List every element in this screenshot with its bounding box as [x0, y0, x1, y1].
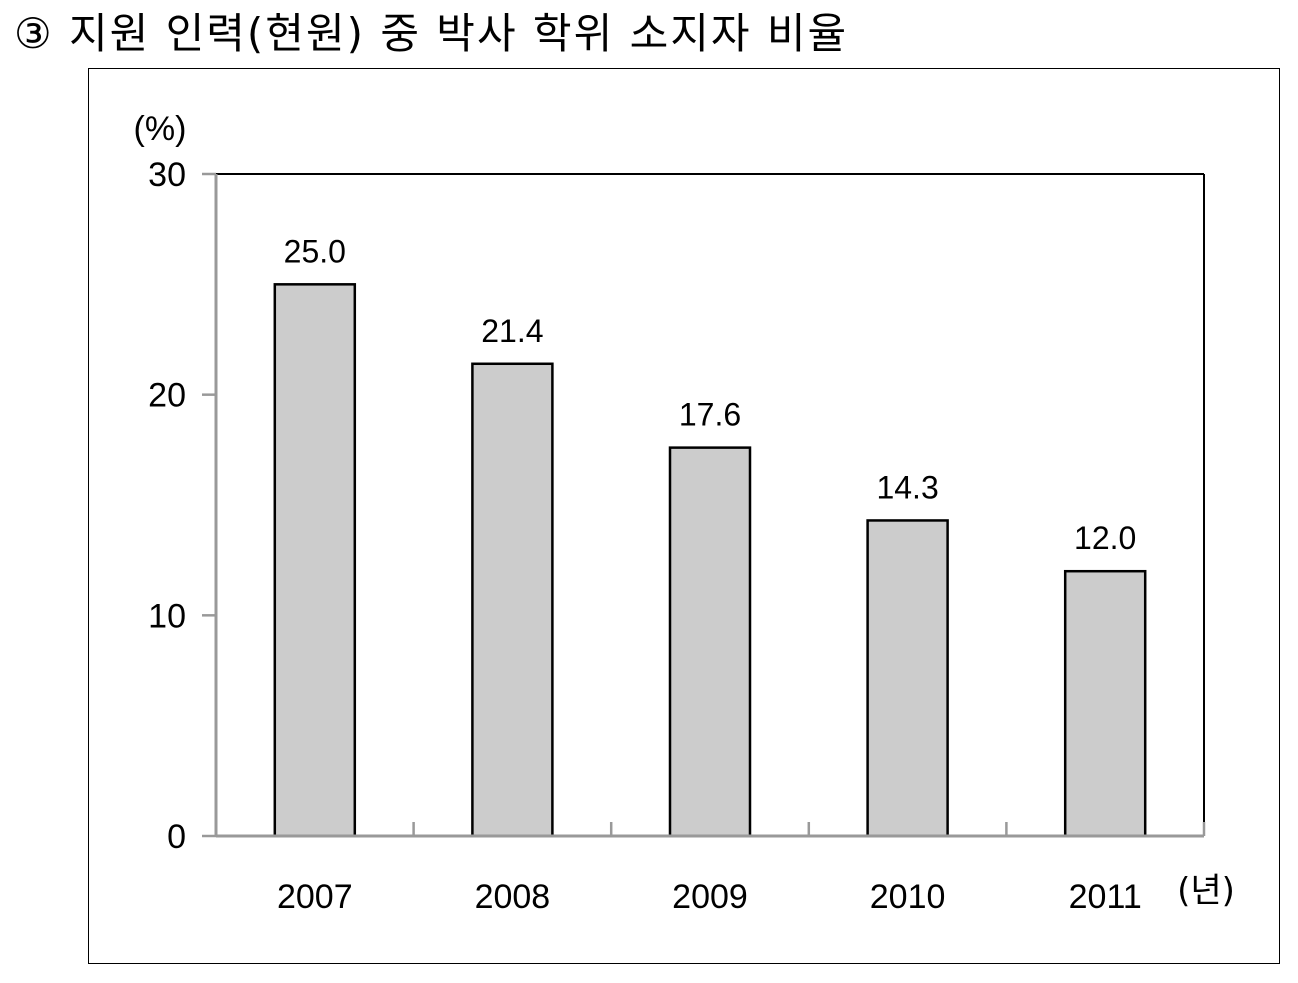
x-tick-label-2010: 2010 [870, 878, 946, 916]
bar-2008 [471, 362, 554, 838]
bar-2007 [273, 283, 357, 838]
y-tick-label-20: 20 [148, 377, 186, 415]
y-tick-label-30: 30 [148, 156, 186, 194]
chart-frame [88, 68, 1280, 964]
labels: 25.0200721.4200817.6200914.3201012.02011… [148, 156, 1142, 916]
data-label-2011: 12.0 [1074, 520, 1136, 556]
bar-2009 [668, 446, 752, 838]
x-tick-label-2008: 2008 [475, 878, 551, 916]
axes [202, 172, 1206, 838]
x-tick-label-2011: 2011 [1069, 878, 1142, 916]
page-title: ③ 지원 인력(현원) 중 박사 학위 소지자 비율 [14, 9, 849, 58]
x-axis-unit-label: (년) [1177, 871, 1235, 911]
y-tick-label-10: 10 [148, 597, 186, 635]
y-axis-unit-label: (%) [134, 110, 187, 148]
data-label-2008: 21.4 [481, 313, 543, 349]
data-label-2010: 14.3 [876, 469, 938, 505]
x-tick-label-2007: 2007 [277, 878, 353, 916]
y-tick-label-0: 0 [167, 818, 186, 856]
plot-area [216, 173, 1205, 836]
data-label-2009: 17.6 [679, 397, 741, 433]
bar-2010 [866, 519, 949, 838]
data-label-2007: 25.0 [284, 233, 346, 269]
bars [273, 283, 1147, 838]
x-tick-label-2009: 2009 [672, 878, 748, 916]
bar-2011 [1063, 569, 1147, 838]
